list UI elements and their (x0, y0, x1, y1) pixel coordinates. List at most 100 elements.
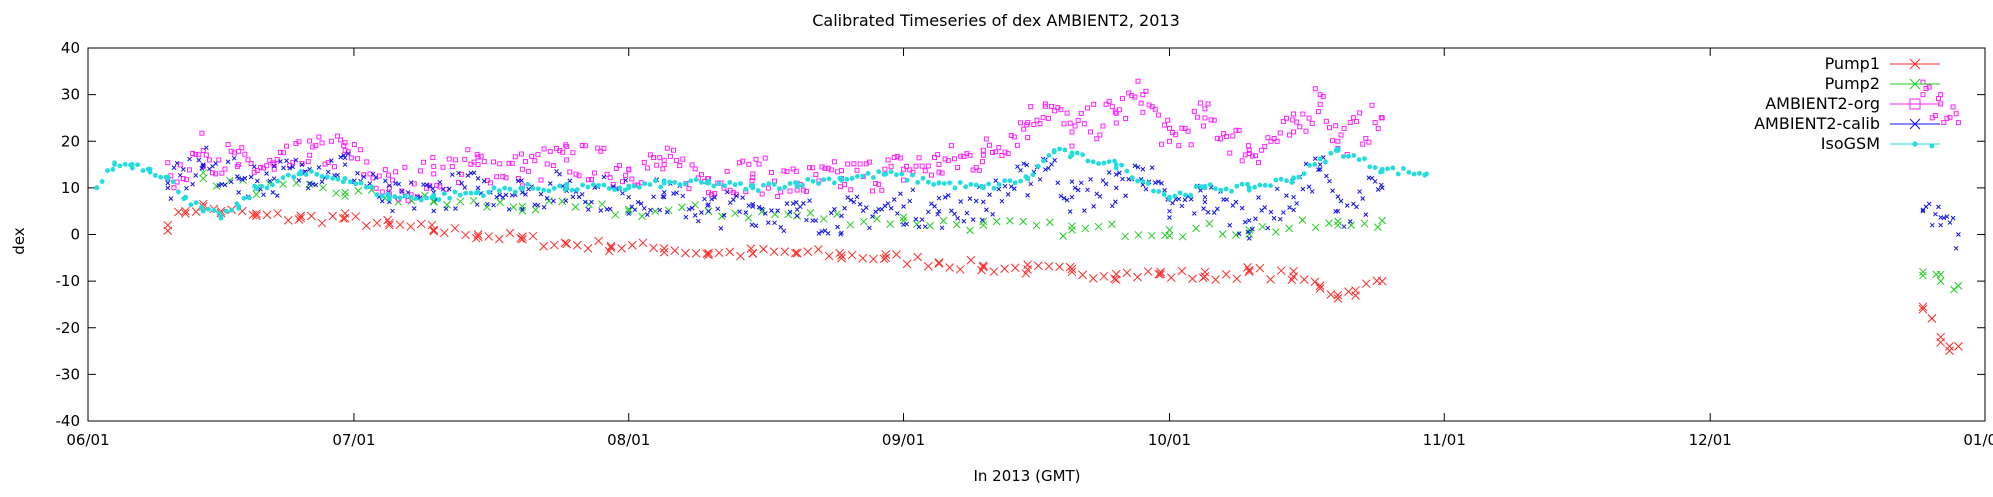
data-point (348, 155, 354, 161)
data-point (680, 193, 686, 199)
data-point (1281, 210, 1286, 215)
data-point (379, 198, 385, 204)
data-point (296, 139, 302, 145)
data-point (1205, 209, 1211, 215)
data-point (408, 194, 414, 200)
data-point (191, 207, 201, 216)
x-tick-label: 09/01 (882, 431, 925, 449)
data-point (440, 164, 446, 170)
data-point (190, 181, 195, 187)
data-point (399, 188, 405, 194)
data-point (1390, 165, 1396, 171)
data-point (932, 155, 938, 161)
data-point (1103, 181, 1109, 187)
data-point (780, 247, 790, 257)
data-point (1287, 132, 1293, 138)
data-point (358, 147, 364, 153)
data-point (351, 212, 361, 221)
y-tick-label: 10 (61, 179, 80, 197)
data-point (199, 204, 204, 210)
data-point (1109, 104, 1115, 110)
data-point (635, 199, 641, 205)
data-point (152, 173, 158, 178)
data-point (1941, 120, 1947, 126)
data-point (402, 164, 408, 170)
data-point (1330, 138, 1336, 144)
data-point (867, 225, 872, 231)
data-point (1188, 196, 1194, 202)
data-point (765, 220, 771, 226)
data-point (99, 179, 105, 184)
data-point (1075, 118, 1081, 124)
data-point (813, 172, 819, 178)
data-point (452, 189, 458, 195)
data-point (955, 215, 960, 221)
data-point (1166, 273, 1176, 282)
data-point (431, 171, 437, 177)
data-point (363, 184, 369, 190)
data-point (1271, 136, 1277, 142)
data-point (342, 155, 348, 161)
data-point (475, 154, 481, 160)
data-point (580, 182, 586, 188)
data-point (1929, 222, 1935, 228)
data-point (361, 174, 367, 180)
data-point (709, 191, 715, 197)
data-point (837, 251, 846, 260)
data-point (186, 167, 192, 173)
data-point (1064, 110, 1070, 116)
data-point (184, 185, 189, 191)
data-point (961, 218, 967, 224)
data-point (1950, 104, 1956, 110)
data-point (1198, 188, 1203, 193)
data-point (913, 163, 919, 169)
data-point (468, 190, 474, 196)
data-point (966, 255, 976, 265)
data-point (165, 185, 171, 191)
data-point (1008, 184, 1014, 189)
data-point (800, 182, 805, 188)
data-point (544, 161, 550, 167)
data-point (686, 186, 692, 192)
data-point (270, 189, 276, 195)
data-point (1363, 135, 1369, 141)
data-point (1167, 208, 1172, 214)
data-point (532, 158, 538, 164)
data-point (1049, 103, 1055, 109)
data-point (218, 213, 224, 219)
data-point (463, 190, 469, 196)
data-point (1912, 141, 1918, 147)
data-point (211, 208, 217, 213)
data-point (1134, 231, 1143, 239)
data-point (661, 157, 667, 163)
data-point (1227, 222, 1233, 228)
data-point (396, 181, 402, 187)
data-point (188, 202, 194, 208)
data-point (945, 263, 954, 272)
data-point (935, 211, 941, 217)
x-tick-label: 08/01 (607, 431, 650, 449)
data-point (574, 187, 580, 193)
data-point (860, 173, 866, 179)
data-point (174, 179, 180, 185)
data-point (196, 157, 202, 163)
data-point (1165, 231, 1174, 240)
data-point (269, 182, 275, 188)
data-point (1232, 274, 1242, 284)
data-point (885, 157, 891, 163)
data-point (473, 232, 483, 242)
data-point (436, 197, 442, 202)
data-point (1037, 121, 1043, 127)
data-point (967, 152, 973, 158)
data-point (693, 177, 699, 182)
data-point (1149, 104, 1155, 110)
data-point (1194, 114, 1200, 120)
data-point (261, 192, 266, 198)
data-point (1120, 176, 1125, 182)
data-point (1950, 285, 1958, 294)
data-point (206, 206, 211, 212)
data-point (651, 194, 656, 200)
data-point (807, 198, 812, 204)
data-point (1253, 216, 1258, 222)
data-point (661, 180, 667, 186)
